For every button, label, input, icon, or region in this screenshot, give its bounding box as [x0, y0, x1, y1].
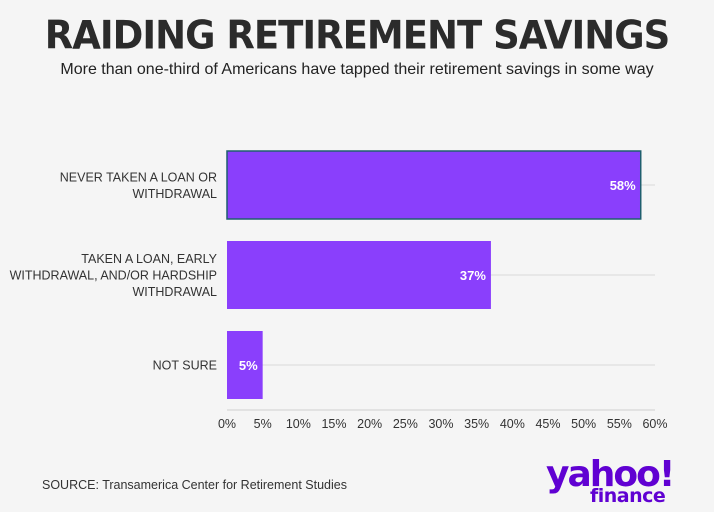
x-tick-label: 15%	[321, 417, 346, 431]
category-label-line: NOT SURE	[153, 359, 217, 373]
category-label-line: NEVER TAKEN A LOAN OR	[60, 170, 217, 184]
x-tick-label: 40%	[500, 417, 525, 431]
category-label-line: TAKEN A LOAN, EARLY	[81, 252, 217, 266]
category-label: NOT SURE	[153, 359, 217, 373]
bar	[227, 331, 263, 399]
logo-sub: finance	[590, 485, 666, 507]
bar-value-label: 5%	[239, 358, 258, 373]
x-tick-label: 30%	[428, 417, 453, 431]
x-tick-label: 10%	[286, 417, 311, 431]
category-label-line: WITHDRAWAL, AND/OR HARDSHIP	[10, 269, 217, 283]
x-tick-label: 55%	[607, 417, 632, 431]
x-tick-label: 50%	[571, 417, 596, 431]
category-label: NEVER TAKEN A LOAN OR WITHDRAWAL	[60, 170, 217, 201]
x-tick-label: 0%	[218, 417, 236, 431]
x-tick-label: 5%	[254, 417, 272, 431]
bar	[227, 241, 491, 309]
bar-value-label: 58%	[610, 178, 636, 193]
x-tick-label: 45%	[535, 417, 560, 431]
x-tick-label: 35%	[464, 417, 489, 431]
x-tick-label: 20%	[357, 417, 382, 431]
category-label: TAKEN A LOAN, EARLY WITHDRAWAL, AND/OR HA…	[10, 252, 218, 299]
chart-subtitle: More than one-third of Americans have ta…	[60, 61, 654, 78]
chart-title: RAIDING RETIREMENT SAVINGS	[44, 12, 670, 59]
yahoo-finance-logo: yahoo! finance	[540, 454, 675, 507]
category-label-line: WITHDRAWAL	[133, 187, 218, 201]
logo-word: yahoo!	[546, 454, 675, 495]
x-tick-label: 25%	[393, 417, 418, 431]
bar	[226, 150, 642, 220]
source-note: SOURCE: Transamerica Center for Retireme…	[42, 478, 347, 492]
x-tick-label: 60%	[642, 417, 667, 431]
bar-value-label: 37%	[460, 268, 486, 283]
category-label-line: WITHDRAWAL	[133, 285, 218, 299]
